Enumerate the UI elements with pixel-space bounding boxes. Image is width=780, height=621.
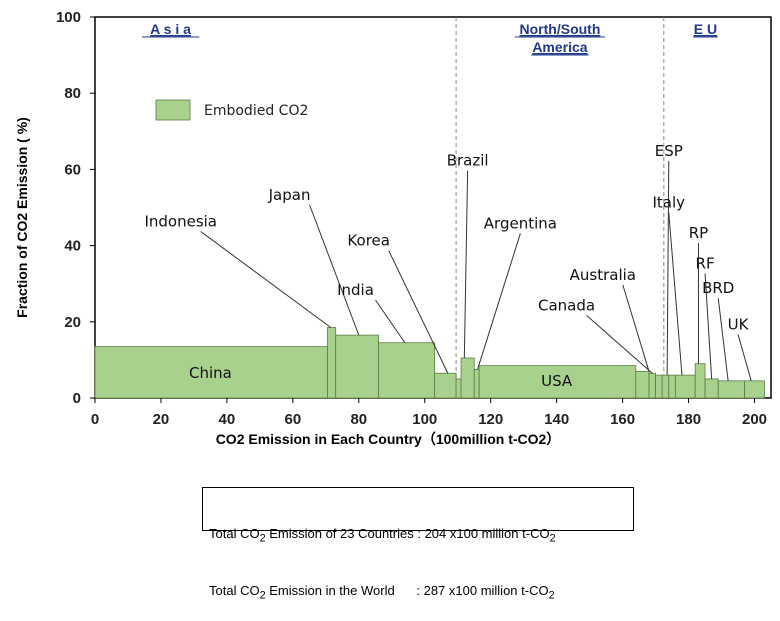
bar-brd bbox=[717, 380, 746, 399]
callout-label-korea: Korea bbox=[347, 232, 390, 250]
totals-note-box: Total CO 2 Emission of 23 Countries : 204… bbox=[202, 487, 634, 601]
callout-label-rf: RF bbox=[696, 254, 715, 272]
callout-label-canada: Canada bbox=[538, 296, 595, 314]
note-line2-subscript-2: 2 bbox=[548, 589, 555, 602]
callout-leader-esp bbox=[666, 161, 670, 376]
x-tick-label: 20 bbox=[153, 411, 170, 428]
callout-leader-indonesia bbox=[200, 231, 332, 328]
region-label-3: E U bbox=[694, 21, 717, 37]
bar-rf bbox=[704, 378, 719, 399]
x-tick-label: 120 bbox=[478, 411, 503, 428]
callout-leader-brd bbox=[717, 298, 729, 381]
y-tick-label: 100 bbox=[56, 9, 81, 26]
callout-leader-argentina bbox=[477, 233, 521, 370]
callout-label-rp: RP bbox=[689, 224, 708, 242]
legend-swatch bbox=[155, 99, 191, 121]
x-axis-title: CO2 Emission in Each Country（100million … bbox=[216, 431, 561, 447]
callout-leader-japan bbox=[309, 204, 360, 336]
callout-leader-korea bbox=[388, 250, 449, 374]
bar-unlabeled-12 bbox=[661, 374, 670, 399]
callout-label-esp: ESP bbox=[655, 142, 683, 160]
y-tick-label: 60 bbox=[64, 161, 81, 178]
note-line2-prefix: Total CO bbox=[209, 582, 260, 598]
bar-korea bbox=[434, 372, 457, 399]
callout-label-italy: Italy bbox=[653, 194, 686, 212]
legend-label: Embodied CO2 bbox=[204, 103, 308, 119]
y-axis-title: Fraction of CO2 Emission ( %) bbox=[14, 117, 30, 318]
bar-japan bbox=[335, 334, 379, 399]
x-tick-label: 60 bbox=[285, 411, 302, 428]
note-line1-text: Emission of 23 Countries : 204 x100 mill… bbox=[265, 526, 550, 541]
callout-leader-australia bbox=[622, 284, 650, 372]
callout-leader-brazil bbox=[463, 170, 469, 359]
bar-unlabeled-11 bbox=[655, 374, 663, 399]
note-line1-prefix: Total CO bbox=[209, 526, 260, 541]
y-tick-label: 80 bbox=[64, 85, 81, 102]
callout-leader-canada bbox=[586, 314, 653, 374]
note-line1-subscript-2: 2 bbox=[549, 532, 556, 545]
note-line-world: Total CO 2 Emission in the World : 287 x1… bbox=[209, 582, 627, 605]
bar-label-china: China bbox=[189, 364, 232, 382]
x-tick-label: 100 bbox=[412, 411, 437, 428]
bar-uk bbox=[744, 380, 765, 399]
callout-leader-uk bbox=[737, 334, 752, 381]
x-tick-label: 40 bbox=[219, 411, 236, 428]
y-tick-label: 0 bbox=[73, 390, 81, 407]
marimekko-chart: 0 20 40 60 80 100 120 140 160 180 200 0 20 40 60 80 100 C… bbox=[14, 9, 772, 447]
callout-label-brazil: Brazil bbox=[447, 152, 489, 170]
region-label-2: America bbox=[532, 39, 587, 55]
bar-esp bbox=[668, 374, 676, 399]
x-tick-label: 140 bbox=[544, 411, 569, 428]
callout-label-india: India bbox=[337, 281, 374, 299]
plot-area: 0 20 40 60 80 100 120 140 160 180 200 0 20 40 60 80 100 C… bbox=[14, 9, 772, 447]
x-tick-label: 80 bbox=[350, 411, 367, 428]
y-tick-label: 40 bbox=[64, 238, 81, 255]
callout-leader-india bbox=[375, 299, 406, 344]
callout-label-australia: Australia bbox=[570, 266, 636, 284]
bar-australia bbox=[635, 370, 650, 399]
region-label-2: North/South bbox=[520, 21, 601, 37]
callout-label-argentina: Argentina bbox=[484, 214, 557, 232]
bar-indonesia bbox=[327, 327, 337, 399]
callout-label-japan: Japan bbox=[268, 186, 311, 204]
callout-label-uk: UK bbox=[728, 315, 750, 333]
bar-brazil bbox=[460, 357, 475, 399]
x-tick-label: 180 bbox=[676, 411, 701, 428]
bar-rp bbox=[694, 363, 706, 399]
x-tick-label: 0 bbox=[91, 411, 99, 428]
bar-canada bbox=[648, 372, 656, 399]
bar-italy bbox=[674, 374, 696, 399]
callout-label-brd: BRD bbox=[702, 279, 734, 297]
note-line2-text: Emission in the World : 287 x100 million… bbox=[265, 582, 549, 598]
bar-label-usa: USA bbox=[541, 372, 573, 390]
x-tick-label: 160 bbox=[610, 411, 635, 428]
region-label-1: A s i a bbox=[150, 21, 191, 37]
callout-leader-rf bbox=[704, 273, 713, 379]
callout-leader-italy bbox=[668, 212, 683, 376]
x-tick-label: 200 bbox=[742, 411, 767, 428]
note-line-23-countries: Total CO 2 Emission of 23 Countries : 204… bbox=[209, 525, 627, 548]
bar-china bbox=[94, 346, 328, 399]
bar-india bbox=[378, 342, 436, 399]
bar-unlabeled-5 bbox=[455, 378, 462, 399]
y-tick-label: 20 bbox=[64, 314, 81, 331]
callout-label-indonesia: Indonesia bbox=[144, 213, 217, 231]
bar-argentina bbox=[473, 369, 480, 399]
